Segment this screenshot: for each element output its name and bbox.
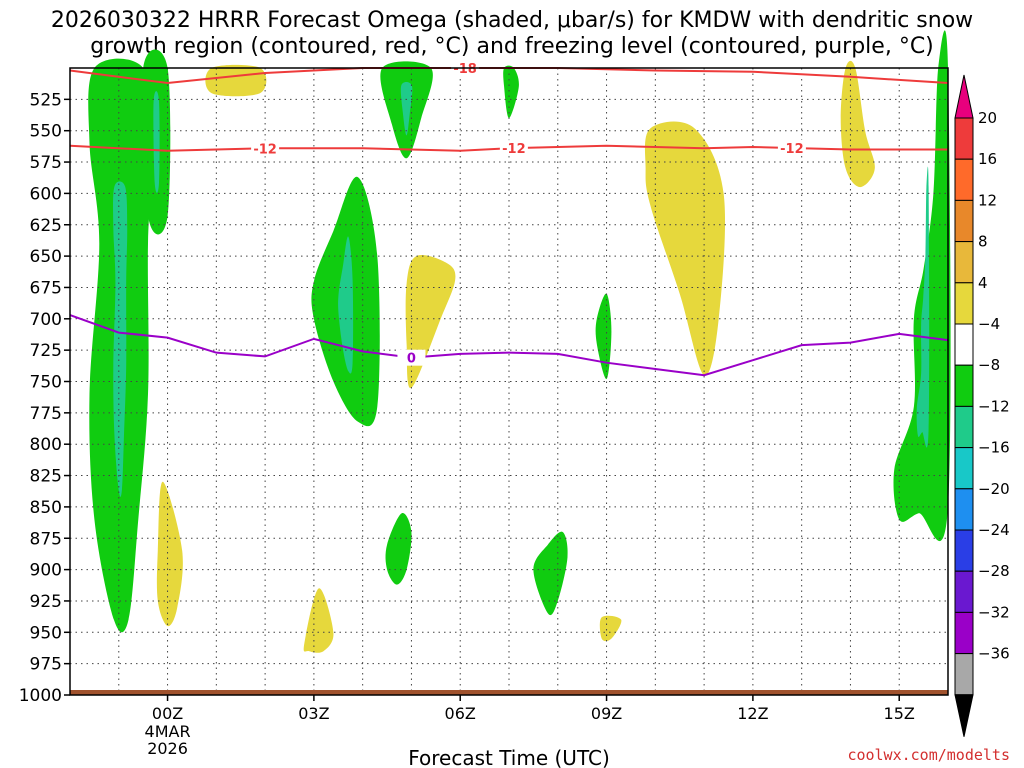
axes: 525 550 575 600 625 650 675 700 725 750 775 800 825 8…: [19, 67, 949, 768]
y-tick-label-975: 975: [30, 655, 62, 675]
omega-region-16: [599, 615, 622, 642]
freezing-level-line: [69, 314, 949, 377]
colorbar-swatch-8: [954, 405, 974, 449]
colorbar-swatch-3: [954, 199, 974, 243]
colorbar-label-12: −32: [978, 603, 1010, 621]
colorbar-label-2: 12: [978, 191, 997, 209]
chart-title: 2026030322 HRRR Forecast Omega (shaded, …: [0, 8, 1024, 60]
x-tick-label-03Z: 03Z: [298, 704, 329, 723]
y-tick-label-775: 775: [30, 404, 62, 424]
y-tick-label-1000: 1000: [19, 686, 62, 706]
x-axis-title: Forecast Time (UTC): [408, 746, 610, 768]
title-line-1: 2026030322 HRRR Forecast Omega (shaded, …: [50, 8, 974, 33]
colorbar-label-3: 8: [978, 233, 988, 251]
site-credit: coolwx.com/modelts: [847, 746, 1010, 764]
x-tick-label-06Z: 06Z: [445, 704, 476, 723]
omega-core-1: [113, 181, 128, 497]
omega-region-8: [533, 531, 568, 616]
x-tick-label-00Z: 00Z: [152, 704, 183, 723]
colorbar-swatch-10: [954, 488, 974, 531]
freezing-level-label-bg: [397, 349, 426, 366]
colorbar-swatch-9: [954, 447, 974, 490]
colorbar-swatch-14: [954, 653, 974, 696]
y-tick-label-950: 950: [30, 623, 62, 643]
y-tick-label-525: 525: [30, 90, 62, 110]
dgz-label-1-a-bg: [251, 140, 280, 157]
y-tick-label-925: 925: [30, 592, 62, 612]
x-tick-label-15Z: 15Z: [884, 704, 915, 723]
y-tick-label-675: 675: [30, 278, 62, 298]
dgz-label-0-a: -18: [453, 62, 477, 77]
colorbar-label-0: 20: [978, 109, 997, 127]
y-tick-label-575: 575: [30, 153, 62, 173]
colorbar-swatch-5: [954, 282, 974, 325]
colorbar-swatch-7: [954, 364, 974, 407]
x-tick-label-09Z: 09Z: [591, 704, 622, 723]
grid-lines: [70, 68, 948, 696]
y-tick-label-550: 550: [30, 122, 62, 142]
omega-core-4: [400, 82, 413, 136]
colorbar-swatch-11: [954, 529, 974, 572]
omega-core-9: [916, 166, 930, 448]
y-tick-label-900: 900: [30, 561, 62, 581]
colorbar-swatch-1: [954, 117, 974, 160]
y-tick-label-725: 725: [30, 341, 62, 361]
surface-band: [70, 690, 948, 695]
surface-fill: [70, 690, 948, 695]
colorbar-swatch-12: [954, 570, 974, 613]
dgz-label-1-0-bg: [499, 140, 528, 157]
colorbar-label-4: 4: [978, 274, 988, 292]
colorbar-swatch-13: [954, 611, 974, 655]
x-tick-label-12Z: 12Z: [737, 704, 768, 723]
omega-region-13: [405, 255, 456, 389]
y-tick-label-700: 700: [30, 310, 62, 330]
colorbar-label-5: −4: [978, 315, 1000, 333]
colorbar-swatch-6: [954, 323, 974, 366]
omega-region-10: [205, 64, 267, 97]
omega-region-7: [385, 512, 412, 585]
y-tick-label-625: 625: [30, 216, 62, 236]
dgz-label-1-a: -12: [253, 142, 277, 157]
omega-core-2: [153, 91, 160, 193]
colorbar-top-arrow: [954, 74, 974, 119]
omega-region-5: [503, 65, 519, 119]
dgz-label-1-0: -12: [502, 142, 526, 157]
colorbar-label-10: −24: [978, 521, 1010, 539]
omega-shading: [88, 30, 951, 653]
colorbar-label-9: −20: [978, 480, 1010, 498]
colorbar-swatch-4: [954, 241, 974, 284]
x-tick-sublabel-1: 2026: [147, 739, 188, 758]
colorbar-label-7: −12: [978, 397, 1010, 415]
omega-region-6: [595, 293, 612, 380]
colorbar-label-13: −36: [978, 645, 1010, 663]
omega-core-3: [338, 236, 354, 374]
y-tick-label-750: 750: [30, 373, 62, 393]
dgz-label-1-1: -12: [780, 142, 804, 157]
colorbar: 20 16 12 8 4 −4 −8 −12 −16 −20 −24 −28 −32 −36: [954, 74, 1010, 737]
omega-region-15: [303, 588, 334, 653]
colorbar-bottom-arrow: [954, 694, 974, 737]
y-tick-label-850: 850: [30, 498, 62, 518]
omega-region-14: [156, 481, 183, 627]
colorbar-label-8: −16: [978, 439, 1010, 457]
dgz-label-1-1-bg: [777, 140, 806, 157]
colorbar-swatch-2: [954, 158, 974, 201]
y-tick-label-825: 825: [30, 467, 62, 487]
freezing-level-label: 0: [407, 352, 416, 367]
title-line-2: growth region (contoured, red, °C) and f…: [90, 34, 934, 59]
y-tick-label-650: 650: [30, 247, 62, 267]
omega-region-12: [644, 121, 726, 376]
x-tick-sublabel-0: 4MAR: [145, 722, 191, 741]
y-tick-label-800: 800: [30, 435, 62, 455]
omega-region-9: [893, 30, 951, 542]
colorbar-label-6: −8: [978, 356, 1000, 374]
omega-region-11: [840, 60, 875, 188]
colorbar-label-11: −28: [978, 562, 1010, 580]
y-tick-label-600: 600: [30, 184, 62, 204]
y-tick-label-875: 875: [30, 529, 62, 549]
colorbar-label-1: 16: [978, 150, 997, 168]
